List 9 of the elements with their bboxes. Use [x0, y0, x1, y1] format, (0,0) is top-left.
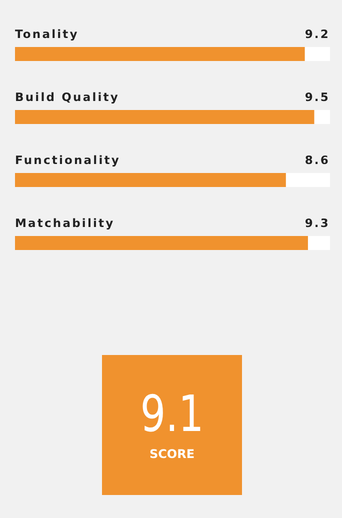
data-label: 9.5	[304, 90, 330, 104]
data-label: 9.2	[304, 27, 330, 41]
data-label: 9.3	[304, 216, 330, 230]
data-label: 8.6	[304, 153, 330, 167]
y-tick-label: Tonality	[15, 27, 79, 41]
score-box: 9.1 SCORE	[102, 355, 242, 495]
y-tick-label: Matchability	[15, 216, 115, 230]
y-tick-label: Functionality	[15, 153, 120, 167]
y-tick-label: Build Quality	[15, 90, 120, 104]
